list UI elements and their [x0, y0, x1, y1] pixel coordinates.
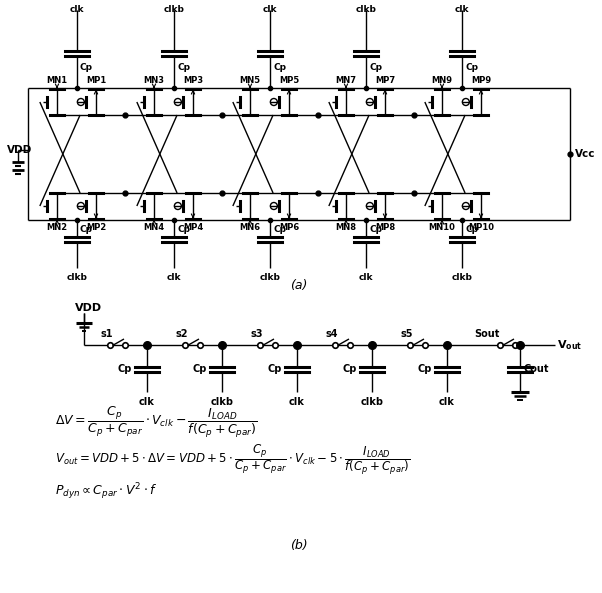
Text: $V_{out} = VDD + 5 \cdot \Delta V = VDD + 5 \cdot \dfrac{C_p}{C_p + C_{par}} \cd: $V_{out} = VDD + 5 \cdot \Delta V = VDD … [55, 442, 411, 477]
Text: (a): (a) [290, 279, 308, 292]
Text: Cp: Cp [80, 62, 93, 72]
Text: MP3: MP3 [183, 76, 203, 85]
Text: Cp: Cp [369, 225, 382, 234]
Text: MP2: MP2 [86, 223, 106, 232]
Text: MN10: MN10 [429, 223, 456, 232]
Text: MN5: MN5 [240, 76, 261, 85]
Text: clkb: clkb [259, 273, 281, 282]
Text: Cp: Cp [177, 62, 190, 72]
Text: MN2: MN2 [46, 223, 67, 232]
Text: s2: s2 [176, 329, 188, 339]
Text: clkb: clkb [452, 273, 473, 282]
Text: Cp: Cp [465, 225, 478, 234]
Text: MN7: MN7 [335, 76, 356, 85]
Text: clkb: clkb [164, 5, 184, 14]
Text: Cp: Cp [177, 225, 190, 234]
Text: MP1: MP1 [86, 76, 106, 85]
Text: clk: clk [359, 273, 373, 282]
Text: MP8: MP8 [375, 223, 395, 232]
Text: MN3: MN3 [143, 76, 164, 85]
Text: Cp: Cp [273, 62, 286, 72]
Text: $\Delta V = \dfrac{C_p}{C_p + C_{par}} \cdot V_{clk} - \dfrac{I_{LOAD}}{f(C_p + : $\Delta V = \dfrac{C_p}{C_p + C_{par}} \… [55, 404, 258, 439]
Text: clk: clk [139, 397, 155, 407]
Text: MP6: MP6 [279, 223, 299, 232]
Text: s1: s1 [101, 329, 113, 339]
Text: MN8: MN8 [335, 223, 356, 232]
Text: MN1: MN1 [46, 76, 67, 85]
Text: Sout: Sout [474, 329, 500, 339]
Text: Cp: Cp [369, 62, 382, 72]
Text: clk: clk [455, 5, 469, 14]
Text: MP5: MP5 [279, 76, 299, 85]
Text: (b): (b) [290, 538, 308, 551]
Text: VDD: VDD [75, 303, 102, 313]
Text: Cout: Cout [523, 364, 548, 374]
Text: $\mathbf{V_{out}}$: $\mathbf{V_{out}}$ [557, 338, 582, 352]
Text: Cp: Cp [273, 225, 286, 234]
Text: Cp: Cp [117, 364, 132, 374]
Text: MP9: MP9 [471, 76, 491, 85]
Text: $P_{dyn} \propto C_{par} \cdot V^2 \cdot f$: $P_{dyn} \propto C_{par} \cdot V^2 \cdot… [55, 482, 158, 502]
Text: Cp: Cp [80, 225, 93, 234]
Text: Cp: Cp [465, 62, 478, 72]
Text: clk: clk [262, 5, 278, 14]
Text: MP4: MP4 [183, 223, 203, 232]
Text: MP10: MP10 [468, 223, 494, 232]
Text: clk: clk [439, 397, 455, 407]
Text: s5: s5 [401, 329, 413, 339]
Text: Cp: Cp [418, 364, 432, 374]
Text: MN4: MN4 [143, 223, 164, 232]
Text: clkb: clkb [356, 5, 376, 14]
Text: MP7: MP7 [375, 76, 395, 85]
Text: clk: clk [70, 5, 84, 14]
Text: clkb: clkb [361, 397, 383, 407]
Text: Cp: Cp [343, 364, 357, 374]
Text: MN6: MN6 [240, 223, 261, 232]
Text: Cp: Cp [268, 364, 282, 374]
Text: clkb: clkb [67, 273, 87, 282]
Text: MN9: MN9 [432, 76, 453, 85]
Text: clkb: clkb [211, 397, 234, 407]
Text: s4: s4 [326, 329, 338, 339]
Text: Cp: Cp [193, 364, 207, 374]
Text: clk: clk [167, 273, 181, 282]
Text: VDD: VDD [7, 145, 33, 155]
Text: Vcc: Vcc [575, 149, 595, 159]
Text: s3: s3 [251, 329, 263, 339]
Text: clk: clk [289, 397, 305, 407]
